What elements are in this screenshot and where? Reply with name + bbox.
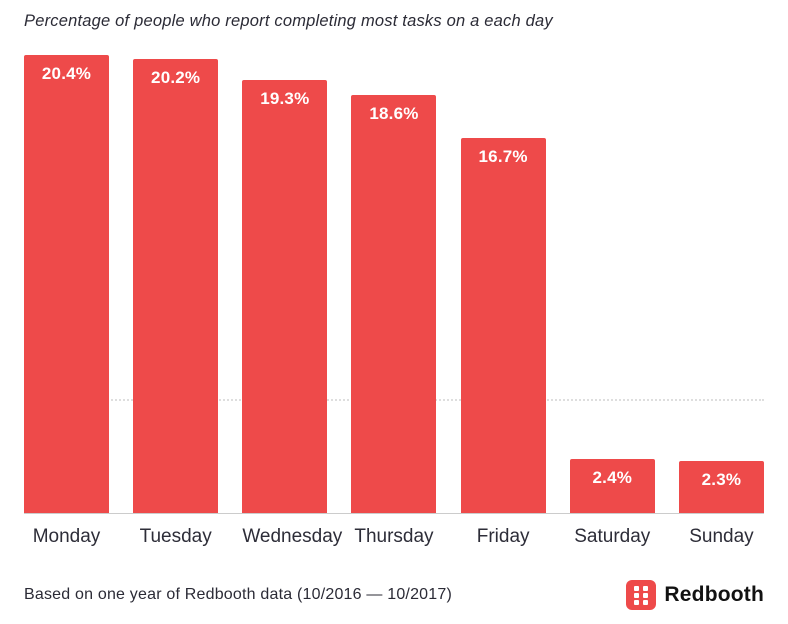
x-axis-label: Monday [32, 526, 101, 547]
bar: 20.4% [24, 55, 109, 513]
bar: 2.3% [678, 461, 764, 513]
bar-value-label: 2.3% [701, 470, 742, 489]
x-axis-label: Friday [476, 526, 530, 547]
x-axis-labels: Monday Tuesday Wednesday Thursday Friday Satu… [24, 514, 764, 548]
bar-column: 2.4% [569, 459, 655, 513]
bar: 2.4% [569, 459, 655, 513]
footer: Based on one year of Redbooth data (10/2… [24, 580, 764, 610]
bar-column: 16.7% [460, 138, 546, 513]
x-axis-label: Tuesday [139, 526, 212, 547]
bar-value-label: 18.6% [369, 104, 419, 123]
bar: 16.7% [460, 138, 546, 513]
x-axis-label: Wednesday [242, 526, 343, 547]
bar-column: 2.3% [678, 461, 764, 513]
bar-value-label: 2.4% [592, 468, 633, 487]
redbooth-logo-icon [626, 580, 657, 610]
x-axis-label: Sunday [689, 526, 754, 547]
source-note: Based on one year of Redbooth data (10/2… [24, 586, 452, 603]
x-axis-label: Thursday [354, 526, 434, 547]
bar-group: 20.4% 20.2% 19.3% 18.6% 16.7% 2.4% 2.3% [24, 55, 764, 513]
bar-value-label: 19.3% [260, 89, 310, 108]
bar-column: 19.3% [242, 80, 328, 513]
bar-column: 20.4% [24, 55, 109, 513]
chart-title: Percentage of people who report completi… [24, 12, 553, 30]
brand-lockup: Redbooth [626, 580, 764, 610]
bar-value-label: 16.7% [478, 147, 528, 166]
bar-column: 18.6% [351, 95, 437, 513]
brand-name: Redbooth [664, 583, 764, 606]
x-axis-line [24, 513, 764, 514]
x-axis-label: Saturday [574, 526, 651, 547]
bar: 20.2% [133, 59, 219, 513]
bar: 18.6% [351, 95, 437, 513]
bar-column: 20.2% [133, 59, 219, 513]
plot-area: 20.4% 20.2% 19.3% 18.6% 16.7% 2.4% 2.3% [24, 55, 764, 513]
bar-value-label: 20.2% [151, 68, 201, 87]
bar-value-label: 20.4% [41, 64, 92, 83]
bar: 19.3% [242, 80, 328, 513]
